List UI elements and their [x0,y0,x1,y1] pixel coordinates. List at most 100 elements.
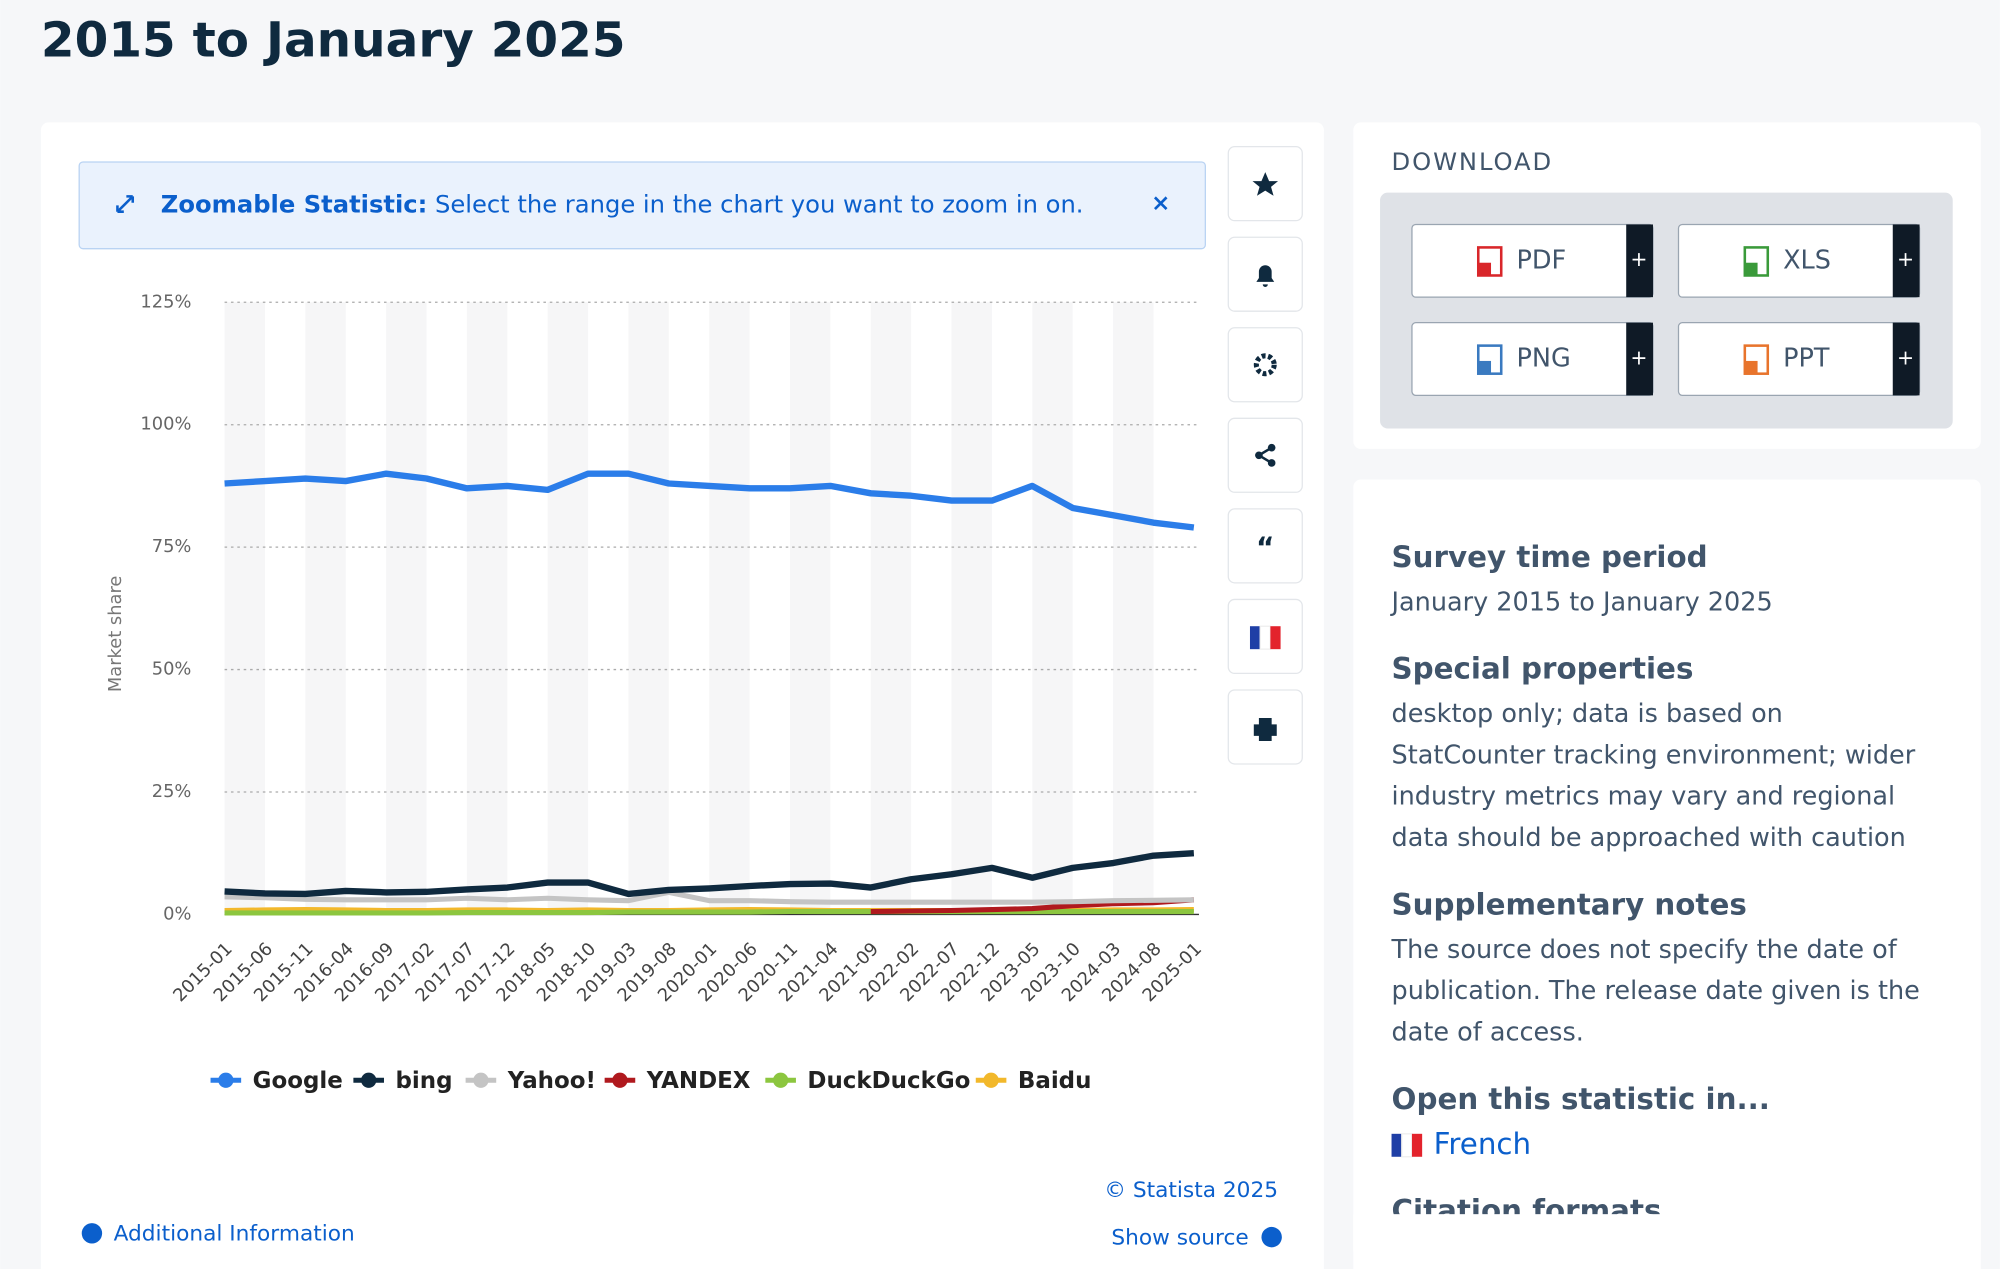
stripe [951,302,992,915]
detail-link[interactable]: French [1434,1127,1532,1161]
zoom-icon [116,195,135,213]
download-heading: DOWNLOAD [1392,148,1554,176]
flag-blue [1391,1133,1402,1157]
legend-marker [772,1072,789,1088]
download-label: PDF [1517,245,1567,275]
y-tick-label: 75% [152,536,192,557]
quote-icon: “ [1256,532,1274,565]
download-plus: + [1897,345,1914,369]
legend-marker [612,1072,628,1088]
download-buttons: PDF + XLS + PNG + PPT + [1411,223,1921,397]
stripe [547,302,589,915]
copyright[interactable]: © Statista 2025 [1104,1178,1278,1203]
download-plus: + [1897,247,1914,271]
detail-heading: Survey time period [1392,540,1708,574]
gear-icon [1253,353,1277,377]
y-tick-label: 0% [163,903,191,924]
legend-label: bing [395,1068,452,1094]
show-source[interactable]: Show source [1111,1225,1248,1250]
detail-text: date of access. [1392,1018,1584,1048]
detail-text: publication. The release date given is t… [1392,976,1920,1006]
share-button[interactable] [1227,417,1303,493]
toolbar: “ [1227,146,1303,765]
series-line [224,470,1195,531]
cite-button[interactable] [1227,508,1303,584]
legend-label: YANDEX [646,1068,751,1094]
stripe [789,302,831,915]
series-line [224,889,1194,905]
details-fade [1353,1214,1981,1269]
download-label: XLS [1783,245,1831,275]
page-title: 2015 to January 2025 [41,12,626,68]
share-dot [1267,459,1276,467]
detail-text: StatCounter tracking environment; wider [1392,740,1916,770]
detail-text: desktop only; data is based on [1392,699,1783,729]
legend-marker [983,1072,999,1088]
y-tick-label: 50% [152,659,192,680]
info-icon [1261,1226,1282,1248]
details-card [1353,479,1981,1258]
file-icon-badge [1478,262,1492,276]
stripe [224,302,265,915]
stripe [386,302,427,915]
legend-label: Google [253,1068,343,1094]
download-plus: + [1630,345,1647,369]
print-icon [1253,718,1277,741]
flag-red [1270,626,1281,650]
stripe [1032,302,1073,915]
info-icon [81,1223,103,1244]
download-plus-tab [1626,322,1653,396]
settings-button[interactable] [1227,327,1303,403]
flag-red [1411,1133,1423,1157]
download-label: PNG [1517,344,1571,374]
download-plus-tab [1892,322,1920,396]
detail-text: data should be approached with caution [1392,823,1906,853]
details: Survey time period January 2015 to Januar… [1390,540,1920,1228]
flag-blue [1249,626,1261,650]
download-plus: + [1630,247,1647,271]
stripe [709,302,750,915]
y-tick-label: 125% [140,291,191,312]
star-icon [1252,172,1279,196]
detail-text: January 2015 to January 2025 [1390,587,1773,617]
file-icon-badge [1744,360,1758,374]
detail-text: industry metrics may vary and regional [1392,782,1896,812]
zoom-message: Select the range in the chart you want t… [435,190,1084,218]
y-tick-label: 100% [140,414,191,435]
zoom-label: Zoomable Statistic: [161,190,428,218]
legend-label: Baidu [1018,1068,1092,1094]
stripe [628,302,669,915]
stripe [466,302,508,915]
y-tick-label: 25% [152,781,192,802]
bell-icon [1256,265,1275,287]
zoom-text: Zoomable Statistic: Select the range in t… [161,190,1084,218]
detail-heading: Open this statistic in... [1392,1082,1770,1116]
legend-label: DuckDuckGo [807,1068,970,1094]
stripe [870,302,912,915]
share-dot [1255,451,1263,460]
flag-white [1259,625,1272,650]
detail-text: The source does not specify the date of [1391,935,1898,965]
file-icon-badge [1478,360,1492,374]
stripe [305,302,346,915]
legend-label: Yahoo! [507,1068,596,1094]
share-dot [1267,443,1276,452]
additional-info[interactable]: Additional Information [114,1222,355,1247]
legend-marker [473,1072,489,1088]
download-label: PPT [1783,344,1830,374]
series-line [224,850,1195,898]
detail-heading: Supplementary notes [1392,888,1747,922]
series-line [870,897,1195,915]
zoom-banner [78,161,1206,250]
close-button[interactable]: × [1151,191,1170,217]
detail-heading: Special properties [1392,652,1694,686]
stripe [1113,302,1154,915]
file-icon-badge [1744,262,1758,276]
legend-marker [218,1072,234,1088]
legend-marker [361,1072,377,1088]
flag-white [1401,1133,1413,1158]
chart-card [40,122,1324,1273]
series-line [224,908,1194,916]
